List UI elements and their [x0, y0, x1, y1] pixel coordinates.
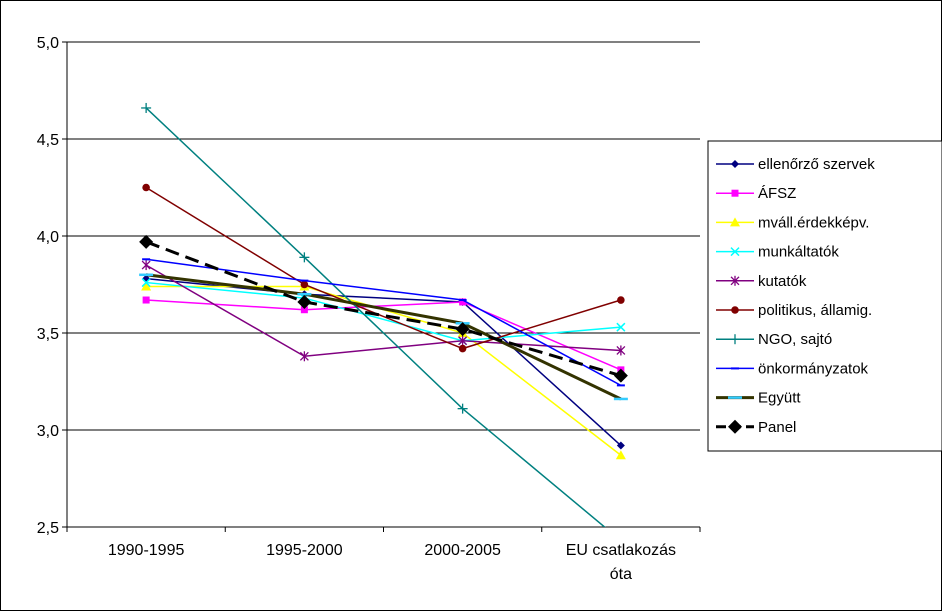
marker-plus [457, 403, 468, 414]
y-tick-label: 4,5 [37, 132, 59, 149]
legend-item: kutatók [716, 273, 807, 290]
marker-star [458, 335, 468, 346]
marker-x [730, 247, 740, 257]
legend-item: önkormányzatok [716, 360, 869, 377]
marker-diamond [616, 441, 625, 450]
legend-item: ÁFSZ [716, 185, 796, 202]
legend-item: politikus, államig. [716, 302, 872, 319]
series-layer [139, 102, 628, 527]
series-line [145, 107, 606, 527]
marker-big-diamond [613, 368, 628, 383]
marker-square [300, 306, 308, 314]
x-tick-label: 2000-2005 [424, 542, 501, 559]
y-tick-label: 2,5 [37, 520, 59, 537]
legend-box [707, 140, 942, 452]
marker-x [616, 322, 626, 332]
series-line [146, 258, 622, 387]
marker-square [459, 298, 467, 306]
marker-triangle [615, 450, 626, 460]
marker-x-stroke [730, 247, 740, 257]
legend-item: mváll.érdekképv. [716, 214, 869, 231]
marker-big-diamond [297, 294, 312, 309]
x-tick-label: 1995-2000 [266, 542, 343, 559]
legend-label: munkáltatók [758, 244, 839, 261]
marker-square [731, 189, 739, 197]
marker-big-diamond [728, 419, 742, 434]
x-tick-label: EU csatlakozás [566, 542, 676, 559]
series-0 [142, 274, 625, 450]
legend-label: mváll.érdekképv. [758, 214, 869, 231]
marker-star [616, 345, 626, 356]
series-line [145, 186, 622, 350]
legend-item: munkáltatók [716, 244, 839, 261]
marker-circle [300, 280, 309, 289]
marker-circle [731, 306, 739, 314]
marker-circle [617, 296, 625, 304]
series-8 [139, 273, 628, 401]
series-5 [142, 183, 625, 353]
series-line [145, 273, 622, 401]
series-7 [142, 258, 625, 387]
marker-big-diamond [455, 322, 470, 337]
grid-lines [67, 41, 700, 431]
marker-x [141, 278, 151, 288]
marker-triangle [730, 217, 740, 227]
legend-label: NGO, sajtó [758, 331, 832, 348]
marker-triangle [141, 281, 152, 291]
y-tick-label: 4,0 [37, 229, 59, 246]
axes: 2,5 3,0 3,5 4,0 4,5 5,0 1990-1995 1995-2000 2000… [37, 35, 701, 583]
marker-star [730, 275, 740, 286]
series-line [146, 281, 621, 342]
legend-label: Panel [758, 419, 796, 436]
series-4 [141, 260, 626, 362]
marker-circle [458, 344, 467, 353]
marker-circle [142, 183, 150, 192]
legend: ellenőrző szervek ÁFSZ mváll.érdekképv. mun… [707, 140, 942, 452]
series-3 [141, 278, 626, 346]
marker-diamond [731, 160, 739, 168]
series-line [146, 299, 622, 371]
legend-item: NGO, sajtó [716, 331, 832, 348]
legend-label: politikus, államig. [758, 302, 872, 319]
y-tick-label: 5,0 [37, 35, 59, 52]
legend-label: önkormányzatok [758, 360, 869, 377]
legend-item: Panel [716, 419, 796, 436]
marker-x-stroke [616, 322, 626, 332]
legend-label: ÁFSZ [758, 185, 796, 202]
series-line [145, 264, 621, 358]
marker-plus [141, 102, 152, 113]
marker-square [142, 296, 150, 304]
legend-label: Együtt [758, 390, 801, 407]
legend-item: ellenőrző szervek [716, 156, 875, 173]
marker-star [299, 351, 309, 362]
x-tick-label: 1990-1995 [108, 542, 185, 559]
legend-item: Együtt [716, 390, 801, 407]
marker-star [141, 260, 151, 271]
legend-label: kutatók [758, 273, 807, 290]
series-line [145, 240, 622, 378]
series-9 [139, 234, 628, 383]
marker-plus [730, 334, 740, 345]
series-6 [141, 102, 606, 527]
marker-x-stroke [141, 278, 151, 288]
x-tick-label: óta [610, 566, 632, 583]
marker-plus [299, 252, 310, 263]
marker-big-diamond [139, 234, 154, 249]
legend-label: ellenőrző szervek [758, 156, 875, 173]
y-tick-label: 3,5 [37, 326, 59, 343]
y-tick-label: 3,0 [37, 423, 59, 440]
